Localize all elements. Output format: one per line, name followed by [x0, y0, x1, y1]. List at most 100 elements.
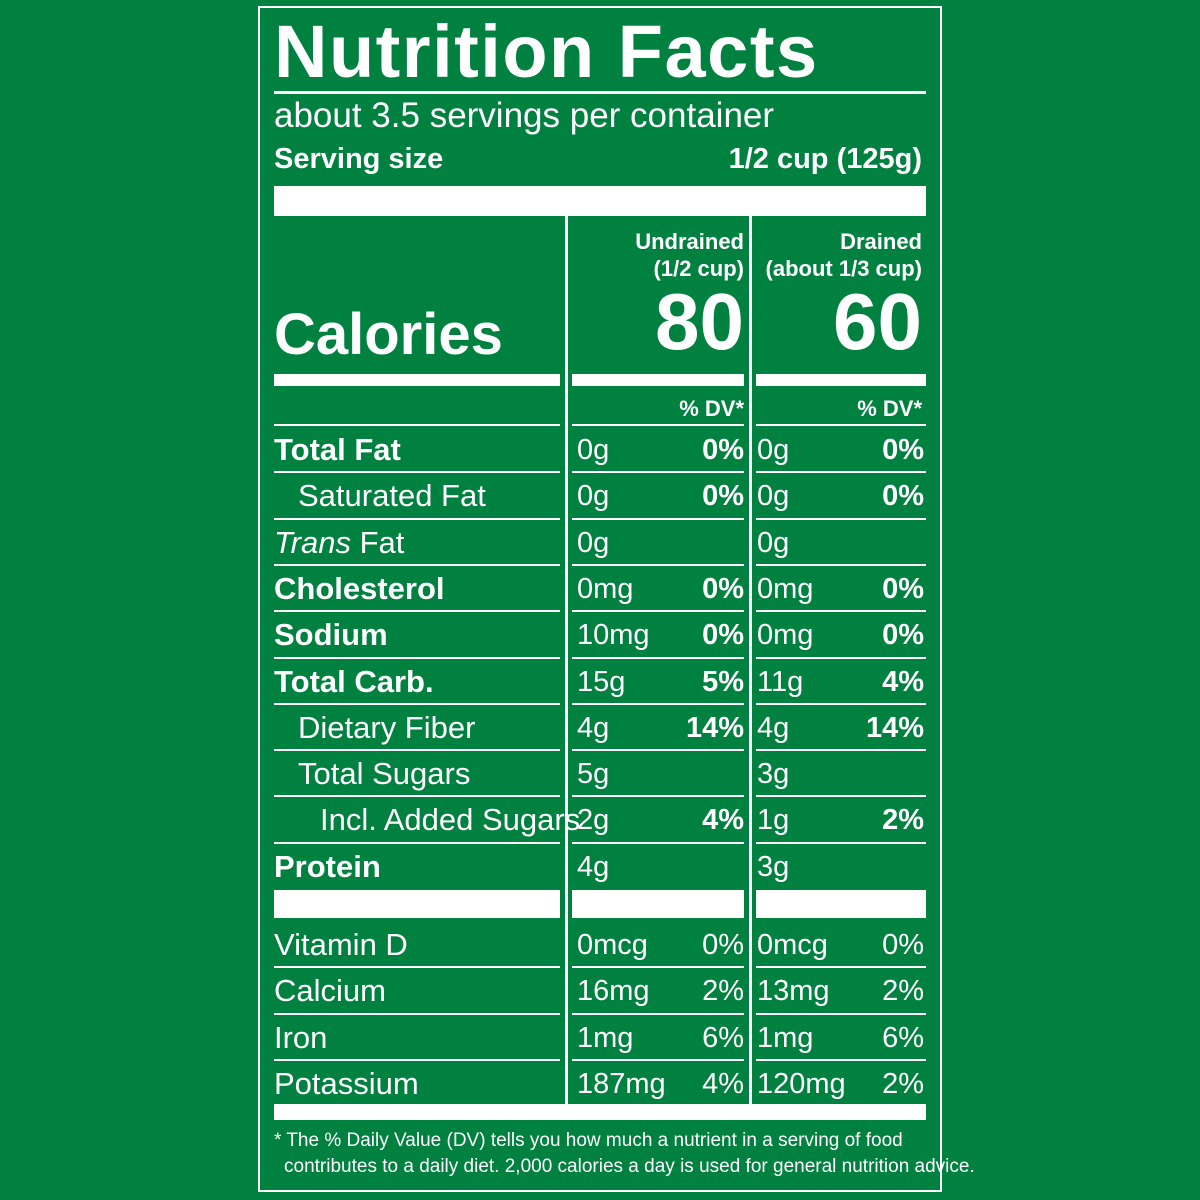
nutrient-amount: 0g [577, 526, 610, 559]
nutrient-divider [274, 749, 560, 752]
nutrient-amount: 0g [577, 480, 610, 513]
protein-thick-bar-name [274, 890, 560, 918]
nutrient-divider [756, 563, 926, 566]
undrained-amount: (1/2 cup) [653, 256, 744, 281]
nutrient-name: Saturated Fat [298, 478, 486, 514]
nutrient-amount: 0mg [757, 619, 814, 652]
nutrient-dv: 0% [882, 619, 924, 652]
vitamin-name: Calcium [274, 973, 386, 1009]
nutrient-amount: 0g [577, 434, 610, 466]
nutrient-name: Dietary Fiber [298, 709, 476, 745]
nutrient-divider [572, 563, 744, 566]
nutrient-divider [756, 471, 926, 474]
undrained-heading: Undrained [635, 229, 744, 254]
column-separator-right [749, 216, 752, 1104]
dv-header-drained: % DV* [857, 396, 922, 421]
vitamin-amount: 13mg [757, 975, 830, 1008]
vitamin-amount: 1mg [577, 1021, 634, 1054]
nutrition-label [258, 6, 942, 1192]
vitamin-dv: 2% [882, 1067, 924, 1100]
dv-header-undrained: % DV* [679, 396, 744, 421]
nutrient-divider [274, 517, 560, 520]
nutrient-divider [756, 656, 926, 659]
nutrient-divider [274, 563, 560, 566]
vitamin-dv: 0% [702, 929, 744, 961]
vitamin-divider [572, 1012, 744, 1015]
nutrient-divider [572, 610, 744, 613]
vitamin-divider [274, 1012, 560, 1015]
calories-rule-drained [756, 374, 926, 386]
calories-rule-name [274, 374, 560, 386]
vitamin-dv: 0% [882, 929, 924, 961]
vitamin-dv: 2% [882, 975, 924, 1008]
title-rule [274, 91, 926, 94]
undrained-calories: 80 [655, 277, 744, 366]
nutrient-amount: 3g [757, 850, 790, 883]
nutrient-amount: 11g [757, 665, 804, 698]
nutrient-amount: 5g [577, 758, 610, 791]
vitamin-name: Iron [274, 1019, 328, 1055]
nutrient-divider [274, 471, 560, 474]
nutrient-amount: 4g [757, 711, 790, 744]
nutrient-name: Total Sugars [298, 756, 471, 792]
nutrient-divider [274, 841, 560, 844]
vitamin-dv: 4% [702, 1067, 744, 1100]
nutrient-amount: 1g [757, 804, 790, 837]
nutrient-divider [572, 841, 744, 844]
nutrient-amount: 15g [577, 665, 626, 698]
nutrient-divider [572, 517, 744, 520]
nutrient-divider [756, 517, 926, 520]
vitamins-thick-bar [274, 1104, 926, 1120]
nutrient-divider [274, 702, 560, 705]
vitamin-amount: 1mg [757, 1021, 814, 1054]
nutrient-name-italic: Trans [274, 524, 351, 560]
nutrient-name: Sodium [274, 617, 388, 653]
nutrient-divider [756, 702, 926, 705]
nutrient-divider [756, 841, 926, 844]
nutrient-amount: 4g [577, 711, 610, 744]
nutrient-amount: 2g [577, 804, 610, 837]
vitamin-divider [756, 1012, 926, 1015]
nutrient-amount: 0g [757, 480, 790, 513]
nutrient-divider [274, 610, 560, 613]
vitamin-divider [274, 1058, 560, 1061]
nutrient-name-rest: Fat [350, 524, 405, 560]
protein-thick-bar-drained [756, 890, 926, 918]
vitamin-dv: 6% [882, 1021, 924, 1054]
nutrient-dv: 0% [702, 480, 744, 513]
nutrient-amount: 0mg [757, 572, 814, 605]
vitamin-divider [756, 966, 926, 969]
nutrient-name: Cholesterol [274, 570, 445, 606]
vitamin-amount: 187mg [577, 1067, 666, 1100]
label-title: Nutrition Facts [274, 10, 819, 93]
nutrient-dv: 0% [882, 572, 924, 605]
drained-calories: 60 [833, 277, 922, 366]
nutrient-divider [756, 795, 926, 798]
footnote-line-1: * The % Daily Value (DV) tells you how m… [274, 1130, 903, 1151]
footnote-line-2: contributes to a daily diet. 2,000 calor… [284, 1156, 975, 1177]
nutrient-divider [274, 795, 560, 798]
vitamin-amount: 16mg [577, 975, 650, 1008]
vitamin-divider [572, 966, 744, 969]
nutrient-amount: 3g [757, 758, 790, 791]
vitamin-divider [572, 1058, 744, 1061]
nutrient-divider [756, 610, 926, 613]
nutrient-dv: 0% [702, 619, 744, 652]
nutrient-divider [572, 656, 744, 659]
nutrient-dv: 14% [685, 711, 744, 744]
vitamin-divider [274, 966, 560, 969]
serving-size-value: 1/2 cup (125g) [728, 143, 922, 175]
nutrient-divider [756, 424, 926, 426]
vitamin-dv: 6% [702, 1021, 744, 1054]
nutrient-name: Total Carb. [274, 663, 434, 699]
nutrient-dv: 2% [882, 804, 924, 837]
nutrient-dv: 0% [702, 434, 744, 466]
protein-thick-bar-undrained [572, 890, 744, 918]
servings-per-container: about 3.5 servings per container [274, 96, 775, 135]
nutrient-name: Protein [274, 848, 381, 884]
vitamin-name: Potassium [274, 1065, 419, 1101]
nutrient-amount: 0g [757, 526, 790, 559]
calories-label: Calories [274, 302, 503, 367]
vitamin-name: Vitamin D [274, 927, 408, 962]
nutrient-divider [274, 656, 560, 659]
